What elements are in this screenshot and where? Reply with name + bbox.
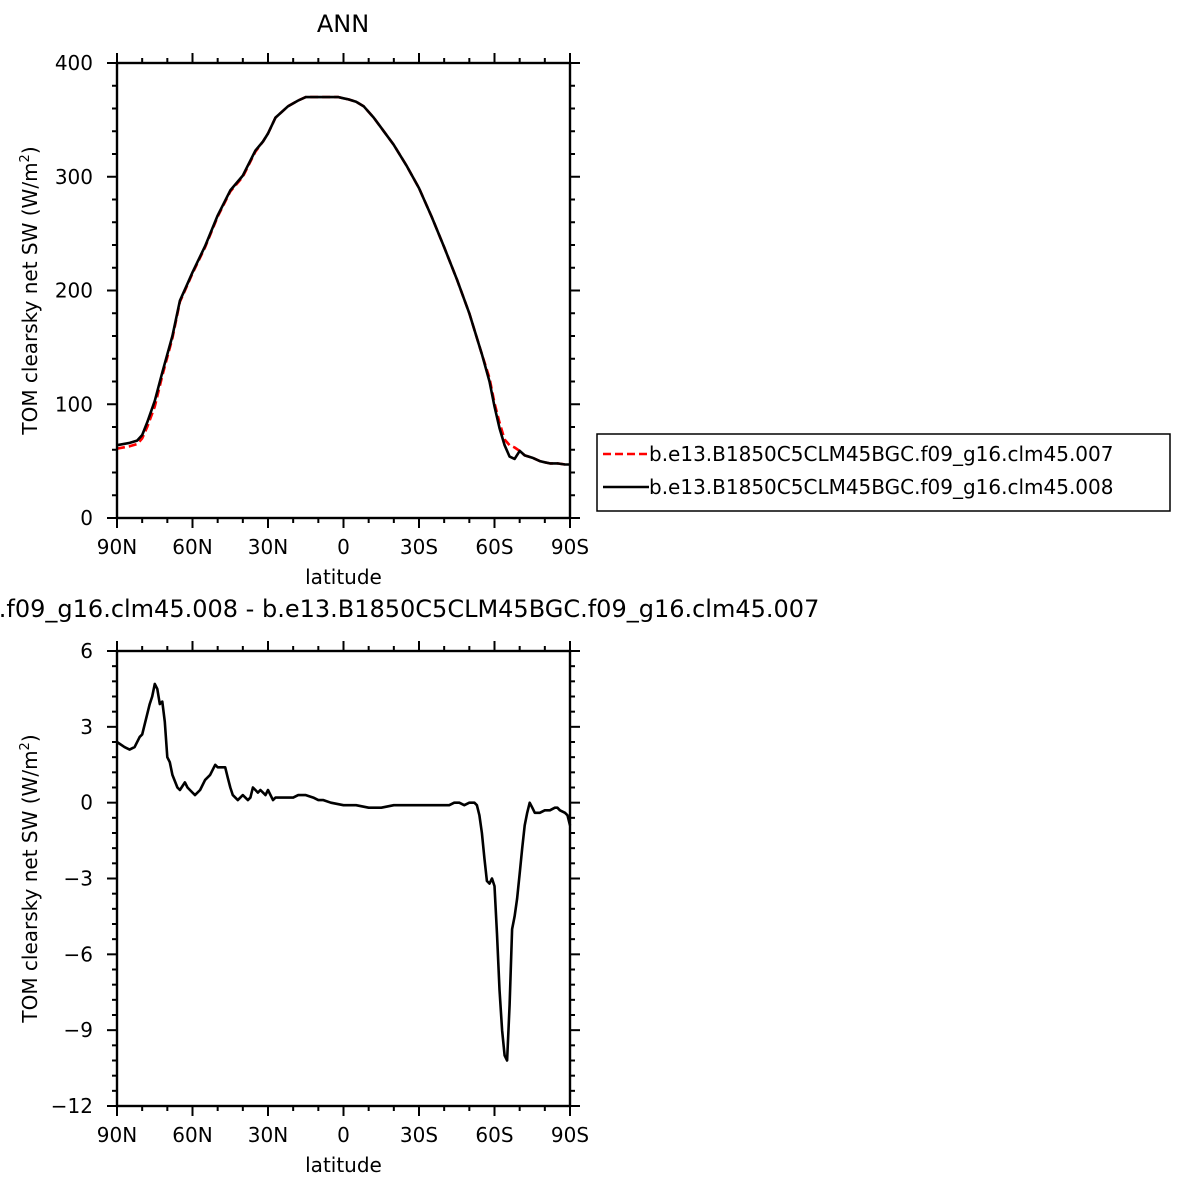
x-tick-label: 60S xyxy=(475,535,513,559)
x-tick-label: 60S xyxy=(475,1123,513,1147)
y-tick-label: −6 xyxy=(64,942,93,966)
y-tick-label: 0 xyxy=(80,506,93,530)
x-tick-label: 90S xyxy=(551,535,589,559)
x-tick-label: 30S xyxy=(400,535,438,559)
legend-box xyxy=(596,433,1171,512)
x-axis-label: latitude xyxy=(305,1153,382,1177)
x-tick-label: 30N xyxy=(248,535,288,559)
y-axis-label-superscript: 2 xyxy=(18,154,33,162)
series-line-1 xyxy=(116,95,570,466)
y-axis-label-superscript: 2 xyxy=(18,742,33,750)
y-axis-label-close: ) xyxy=(18,734,42,742)
legend-label-1: b.e13.B1850C5CLM45BGC.f09_g16.clm45.007 xyxy=(649,442,1113,466)
x-tick-label: 60N xyxy=(172,1123,212,1147)
x-tick-label: 60N xyxy=(172,535,212,559)
y-tick-label: 0 xyxy=(80,791,93,815)
y-axis-label: TOM clearsky net SW (W/m2) xyxy=(18,734,42,1023)
y-axis-label: TOM clearsky net SW (W/m2) xyxy=(18,146,42,435)
y-tick-label: 3 xyxy=(80,715,93,739)
chart-title: b.e13.B1850C5CLM45BGC.f09_g16.clm45.008 … xyxy=(0,595,819,623)
y-tick-label: −3 xyxy=(64,867,93,891)
y-axis-label-close: ) xyxy=(18,146,42,154)
y-axis-label-main: TOM clearsky net SW (W/m xyxy=(18,750,42,1023)
y-tick-label: 300 xyxy=(55,165,93,189)
x-tick-label: 90S xyxy=(551,1123,589,1147)
y-tick-label: 6 xyxy=(80,639,93,663)
y-tick-label: −9 xyxy=(64,1018,93,1042)
y-tick-label: 200 xyxy=(55,279,93,303)
y-axis-label-main: TOM clearsky net SW (W/m xyxy=(18,162,42,435)
x-tick-label: 30S xyxy=(400,1123,438,1147)
x-tick-label: 30N xyxy=(248,1123,288,1147)
x-tick-label: 90N xyxy=(97,535,137,559)
series-line-2 xyxy=(116,95,570,466)
x-tick-label: 0 xyxy=(337,1123,350,1147)
legend: b.e13.B1850C5CLM45BGC.f09_g16.clm45.007b… xyxy=(596,433,1171,512)
y-tick-label: −12 xyxy=(51,1094,93,1118)
y-tick-label: 100 xyxy=(55,392,93,416)
x-tick-label: 0 xyxy=(337,535,350,559)
panel-top: ANN 90N 60N 30N 0 30S 60S 90S 0 100 200 300 400 latit… xyxy=(18,10,1171,589)
x-axis-label: latitude xyxy=(305,565,382,589)
panel-bottom: b.e13.B1850C5CLM45BGC.f09_g16.clm45.008 … xyxy=(0,595,819,1177)
chart-title: ANN xyxy=(317,10,369,38)
series-line-1 xyxy=(116,682,572,1062)
y-tick-label: 400 xyxy=(55,51,93,75)
x-tick-label: 90N xyxy=(97,1123,137,1147)
legend-label-2: b.e13.B1850C5CLM45BGC.f09_g16.clm45.008 xyxy=(649,475,1113,499)
